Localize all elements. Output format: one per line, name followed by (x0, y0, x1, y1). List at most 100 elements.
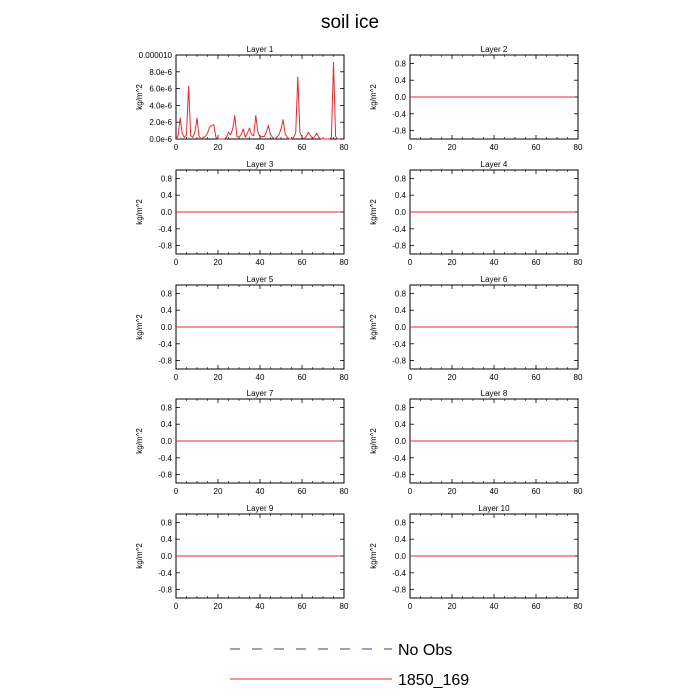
panel-layer-9: 0 20 40 60 80 -0.8 -0.4 0.0 0.4 0.8 Layer 9 kg/m^2 (135, 504, 349, 611)
y-tick-label: 0.8 (161, 403, 173, 412)
x-tick-label: 0 (174, 143, 179, 152)
y-tick-label: 4.0e-6 (149, 101, 172, 110)
x-tick-label: 0 (408, 602, 413, 611)
x-tick-label: 80 (340, 602, 349, 611)
x-tick-label: 40 (256, 602, 265, 611)
y-tick-label: 0.4 (395, 76, 407, 85)
y-tick-label: 0.4 (161, 191, 173, 200)
x-tick-label: 20 (214, 143, 223, 152)
y-tick-label: 0.8 (161, 289, 173, 298)
x-tick-label: 40 (256, 373, 265, 382)
y-tick-label: 0.4 (161, 420, 173, 429)
series-line-1850_169 (175, 62, 340, 140)
y-tick-label: 0.8 (161, 174, 173, 183)
y-tick-label: -0.4 (158, 454, 172, 463)
x-tick-label: 0 (174, 602, 179, 611)
y-tick-label: -0.4 (158, 340, 172, 349)
y-tick-label: -0.4 (392, 454, 406, 463)
x-tick-label: 0 (408, 143, 413, 152)
panel-title: Layer 3 (247, 160, 274, 169)
plot-frame (175, 54, 345, 140)
x-tick-label: 60 (298, 487, 307, 496)
y-axis-label: kg/m^2 (135, 543, 144, 569)
x-tick-label: 40 (490, 602, 499, 611)
legend-label-1: No Obs (398, 642, 452, 659)
y-axis-label: kg/m^2 (369, 428, 378, 454)
y-tick-label: 0.4 (395, 420, 407, 429)
panel-title: Layer 1 (247, 45, 274, 54)
x-tick-label: 60 (532, 258, 541, 267)
x-tick-label: 0 (174, 373, 179, 382)
y-tick-label: 0.0e-6 (149, 135, 172, 144)
y-tick-label: -0.8 (158, 242, 172, 251)
panel-layer-5: 0 20 40 60 80 -0.8 -0.4 0.0 0.4 0.8 Layer 5 kg/m^2 (135, 275, 349, 382)
x-tick-label: 40 (256, 143, 265, 152)
x-tick-label: 40 (490, 143, 499, 152)
x-tick-label: 60 (298, 258, 307, 267)
y-tick-label: -0.8 (392, 586, 406, 595)
y-axis-label: kg/m^2 (135, 314, 144, 340)
x-tick-label: 80 (340, 487, 349, 496)
panel-title: Layer 6 (481, 275, 508, 284)
y-axis-label: kg/m^2 (369, 314, 378, 340)
x-tick-label: 20 (448, 602, 457, 611)
y-axis-label: kg/m^2 (135, 199, 144, 225)
x-tick-label: 80 (340, 143, 349, 152)
x-tick-label: 20 (448, 487, 457, 496)
x-tick-label: 60 (532, 373, 541, 382)
x-tick-label: 20 (214, 373, 223, 382)
panel-layer-6: 0 20 40 60 80 -0.8 -0.4 0.0 0.4 0.8 Layer 6 kg/m^2 (369, 275, 583, 382)
y-tick-label: 0.8 (161, 518, 173, 527)
x-tick-label: 40 (256, 258, 265, 267)
x-tick-label: 80 (574, 143, 583, 152)
x-tick-label: 80 (574, 258, 583, 267)
x-tick-label: 60 (298, 602, 307, 611)
y-tick-label: -0.8 (392, 242, 406, 251)
y-tick-label: 0.0 (395, 552, 407, 561)
panel-layer-4: 0 20 40 60 80 -0.8 -0.4 0.0 0.4 0.8 Layer 4 kg/m^2 (369, 160, 583, 267)
x-tick-label: 40 (490, 373, 499, 382)
x-tick-label: 60 (298, 373, 307, 382)
x-tick-label: 0 (408, 258, 413, 267)
y-tick-label: -0.8 (392, 471, 406, 480)
x-tick-label: 60 (298, 143, 307, 152)
panel-title: Layer 7 (247, 389, 274, 398)
x-tick-label: 20 (448, 143, 457, 152)
y-tick-label: -0.8 (158, 357, 172, 366)
x-tick-label: 40 (256, 487, 265, 496)
x-tick-label: 0 (174, 487, 179, 496)
panel-layer-10: 0 20 40 60 80 -0.8 -0.4 0.0 0.4 0.8 Layer 10 kg/m^2 (369, 504, 583, 611)
y-tick-label: -0.4 (392, 225, 406, 234)
x-tick-label: 80 (340, 258, 349, 267)
y-tick-label: 0.0 (161, 552, 173, 561)
y-tick-label: 0.0 (161, 437, 173, 446)
y-tick-label: 0.8 (395, 174, 407, 183)
legend: No Obs 1850_169 (230, 642, 469, 689)
y-tick-label: 0.0 (161, 323, 173, 332)
y-tick-label: 0.4 (161, 535, 173, 544)
y-axis-label: kg/m^2 (369, 543, 378, 569)
panel-layer-8: 0 20 40 60 80 -0.8 -0.4 0.0 0.4 0.8 Layer 8 kg/m^2 (369, 389, 583, 496)
legend-label-2: 1850_169 (398, 672, 469, 689)
x-tick-label: 80 (574, 602, 583, 611)
panel-title: Layer 2 (481, 45, 508, 54)
y-tick-label: -0.8 (392, 127, 406, 136)
y-tick-label: -0.4 (392, 340, 406, 349)
x-tick-label: 0 (408, 487, 413, 496)
x-tick-label: 20 (214, 258, 223, 267)
panel-layer-2: 0 20 40 60 80 -0.8 -0.4 0.0 0.4 0.8 Layer 2 kg/m^2 (369, 45, 583, 152)
panel-layer-7: 0 20 40 60 80 -0.8 -0.4 0.0 0.4 0.8 Layer 7 kg/m^2 (135, 389, 349, 496)
y-tick-label: 6.0e-6 (149, 85, 172, 94)
y-tick-label: -0.4 (158, 225, 172, 234)
y-tick-label: 0.0 (395, 208, 407, 217)
figure-title: soil ice (321, 12, 379, 33)
y-tick-label: 0.4 (395, 306, 407, 315)
y-tick-label: 0.4 (395, 191, 407, 200)
x-tick-label: 60 (532, 602, 541, 611)
y-tick-label: 2.0e-6 (149, 118, 172, 127)
y-tick-label: 0.0 (161, 208, 173, 217)
y-tick-label: 0.0 (395, 437, 407, 446)
x-tick-label: 40 (490, 258, 499, 267)
y-tick-label: 0.000010 (139, 51, 173, 60)
